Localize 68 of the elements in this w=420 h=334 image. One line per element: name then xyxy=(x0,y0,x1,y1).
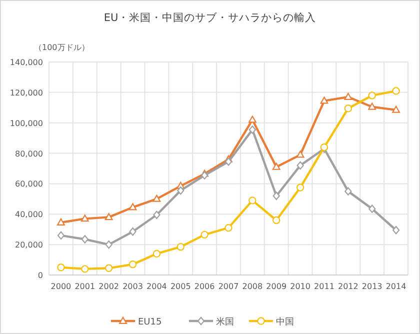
point xyxy=(104,213,113,220)
x-tick-label: 2010 xyxy=(290,282,310,291)
y-tick-label: 0 xyxy=(38,271,43,280)
x-tick-label: 2008 xyxy=(242,282,263,291)
legend-label: 米国 xyxy=(216,316,234,328)
point xyxy=(128,203,137,210)
point xyxy=(272,216,280,224)
point xyxy=(104,264,113,272)
x-tick-label: 2014 xyxy=(386,282,406,291)
point xyxy=(344,92,352,100)
point xyxy=(248,196,256,204)
point xyxy=(81,235,88,244)
point xyxy=(248,116,256,123)
y-tick-label: 140,000 xyxy=(10,58,43,67)
point xyxy=(200,230,208,239)
point xyxy=(320,96,328,104)
point xyxy=(272,192,280,200)
point xyxy=(392,87,400,95)
x-tick-label: 2011 xyxy=(314,282,334,291)
point xyxy=(368,102,376,110)
y-tick-label: 60,000 xyxy=(15,180,43,189)
point xyxy=(344,187,352,196)
point xyxy=(296,150,304,158)
x-tick-label: 2002 xyxy=(98,282,120,291)
x-tick-label: 2001 xyxy=(74,282,96,291)
point xyxy=(57,218,65,226)
x-tick-label: 2006 xyxy=(194,282,215,291)
chart-title: EU・米国・中国のサブ・サハラからの輸入 xyxy=(104,11,316,24)
legend-label: EU15 xyxy=(138,318,162,328)
point xyxy=(152,250,161,258)
point xyxy=(272,162,280,170)
point xyxy=(177,186,184,195)
x-tick-label: 2004 xyxy=(146,282,167,291)
y-axis-title: （100万ドル） xyxy=(34,43,90,52)
x-tick-label: 2003 xyxy=(122,282,143,291)
point xyxy=(80,214,89,222)
point xyxy=(296,184,304,192)
y-tick-label: 100,000 xyxy=(10,118,43,128)
point xyxy=(224,224,232,232)
point xyxy=(81,265,89,273)
point xyxy=(152,194,161,202)
point xyxy=(344,104,352,112)
point xyxy=(57,264,65,272)
point xyxy=(201,171,208,180)
y-tick-label: 80,000 xyxy=(15,149,43,158)
point xyxy=(57,231,65,240)
point xyxy=(392,226,400,234)
x-tick-label: 2005 xyxy=(170,282,191,291)
point xyxy=(224,158,232,166)
y-tick-label: 120,000 xyxy=(10,88,43,98)
point xyxy=(248,126,256,134)
point xyxy=(176,243,184,251)
point xyxy=(153,210,160,220)
x-tick-label: 2009 xyxy=(266,282,287,291)
x-tick-label: 2013 xyxy=(362,282,382,291)
point xyxy=(368,204,376,213)
point xyxy=(368,92,376,100)
y-tick-label: 40,000 xyxy=(15,210,43,220)
legend-label: 中国 xyxy=(276,316,294,328)
point xyxy=(105,240,112,249)
point xyxy=(128,260,137,268)
y-tick-label: 20,000 xyxy=(15,240,43,250)
x-tick-label: 2012 xyxy=(338,282,358,291)
point xyxy=(296,161,304,170)
point xyxy=(129,227,136,236)
point xyxy=(392,106,400,113)
x-tick-label: 2007 xyxy=(218,282,239,291)
x-tick-label: 2000 xyxy=(50,282,72,291)
